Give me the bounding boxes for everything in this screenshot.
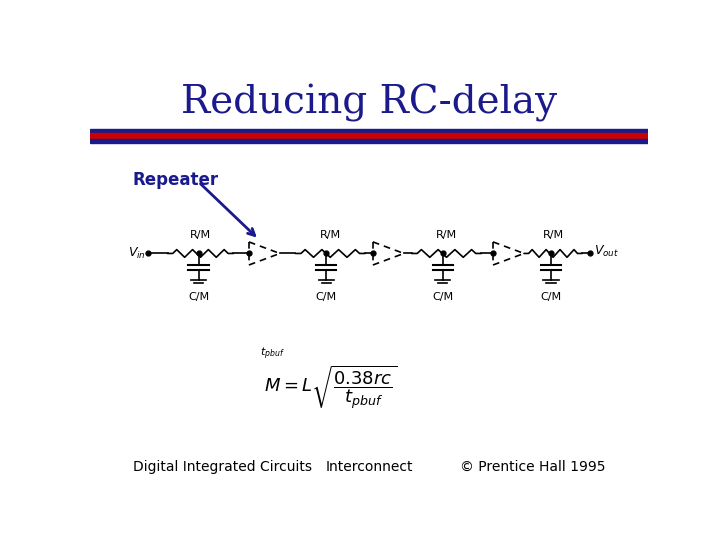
Text: Repeater: Repeater [132, 171, 219, 190]
Text: Reducing RC-delay: Reducing RC-delay [181, 84, 557, 122]
Text: $t_{pbuf}$: $t_{pbuf}$ [261, 346, 285, 362]
Text: $M = L\sqrt{\dfrac{0.38rc}{t_{pbuf}}}$: $M = L\sqrt{\dfrac{0.38rc}{t_{pbuf}}}$ [264, 364, 397, 413]
Bar [90, 132, 648, 139]
Text: C/M: C/M [541, 292, 562, 302]
Text: $V_{in}$: $V_{in}$ [128, 246, 145, 261]
Text: Interconnect: Interconnect [325, 460, 413, 474]
Text: C/M: C/M [316, 292, 337, 302]
Bar [90, 129, 648, 132]
Text: R/M: R/M [436, 230, 457, 240]
Text: © Prentice Hall 1995: © Prentice Hall 1995 [460, 460, 606, 474]
Text: R/M: R/M [320, 230, 341, 240]
Text: R/M: R/M [542, 230, 564, 240]
Text: R/M: R/M [190, 230, 211, 240]
Text: C/M: C/M [432, 292, 453, 302]
Bar [90, 139, 648, 143]
Text: Digital Integrated Circuits: Digital Integrated Circuits [132, 460, 312, 474]
Text: $V_{out}$: $V_{out}$ [594, 245, 619, 259]
Text: C/M: C/M [188, 292, 209, 302]
